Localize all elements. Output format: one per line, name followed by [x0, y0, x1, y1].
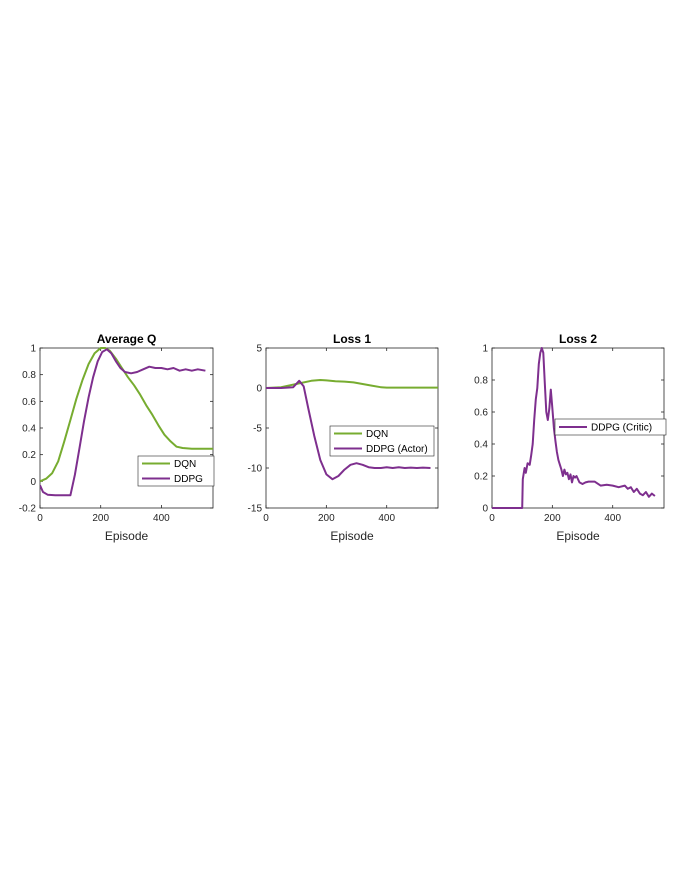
y-tick-label: 0	[482, 504, 488, 515]
x-tick-label: 200	[92, 513, 109, 524]
x-tick-label: 200	[544, 513, 561, 524]
chart-panel-2: Loss 1 0 200 400 -15 -10 -5 0 5 Episode DQN DDPG (A…	[248, 332, 439, 543]
y-tick-label: 0	[256, 384, 262, 395]
y-tick-label: 0.4	[22, 424, 36, 435]
y-tick-label: 0	[30, 477, 36, 488]
chart-title: Loss 1	[333, 332, 371, 346]
y-tick-label: 1	[482, 344, 488, 355]
x-tick-label: 400	[153, 513, 170, 524]
legend-entry: DDPG	[174, 474, 203, 485]
x-tick-label: 400	[378, 513, 395, 524]
x-axis-label: Episode	[330, 529, 374, 543]
series-line-dqn	[40, 347, 213, 483]
legend: DDPG (Critic)	[554, 418, 667, 436]
legend: DQN DDPG (Actor)	[329, 425, 435, 457]
x-tick-label: 200	[318, 513, 335, 524]
x-axis-label: Episode	[556, 529, 600, 543]
legend-box	[137, 455, 215, 487]
y-tick-label: -15	[248, 504, 263, 515]
legend-entry: DDPG (Actor)	[366, 444, 428, 455]
legend-box	[329, 425, 435, 457]
legend: DQN DDPG	[137, 455, 215, 487]
x-tick-label: 0	[263, 513, 269, 524]
y-tick-label: 0.2	[474, 472, 488, 483]
x-tick-label: 0	[37, 513, 43, 524]
x-tick-label: 400	[604, 513, 621, 524]
y-tick-label: -5	[253, 424, 262, 435]
series-line-ddpg-critic	[492, 347, 656, 509]
y-tick-label: 0.8	[474, 376, 488, 387]
chart-title: Average Q	[97, 332, 157, 346]
series-line-ddpg-actor	[266, 379, 431, 481]
series-line-dqn	[266, 379, 438, 389]
y-tick-label: 1	[30, 344, 36, 355]
y-tick-label: -10	[248, 464, 263, 475]
y-tick-label: -0.2	[19, 504, 37, 515]
chart-title: Loss 2	[559, 332, 597, 346]
series-line-ddpg	[40, 348, 206, 497]
legend-entry: DDPG (Critic)	[591, 423, 652, 434]
y-tick-label: 0.2	[22, 450, 36, 461]
chart-panel-1: Average Q0 200 400-0.200.20.40.60.81Episod…	[19, 332, 215, 543]
y-tick-label: 0.6	[22, 397, 36, 408]
y-tick-label: 5	[256, 344, 262, 355]
y-tick-label: 0.4	[474, 440, 488, 451]
chart-panel-3: Loss 2 0 200 400 0 0.2 0.4 0.6 0.8 1 Episode DDPG (…	[474, 332, 667, 543]
legend-entry: DQN	[174, 459, 196, 470]
y-tick-label: 0.6	[474, 408, 488, 419]
legend-entry: DQN	[366, 429, 388, 440]
x-tick-label: 0	[489, 513, 495, 524]
legend-box	[554, 418, 667, 436]
y-tick-label: 0.8	[22, 370, 36, 381]
x-axis-label: Episode	[105, 529, 149, 543]
